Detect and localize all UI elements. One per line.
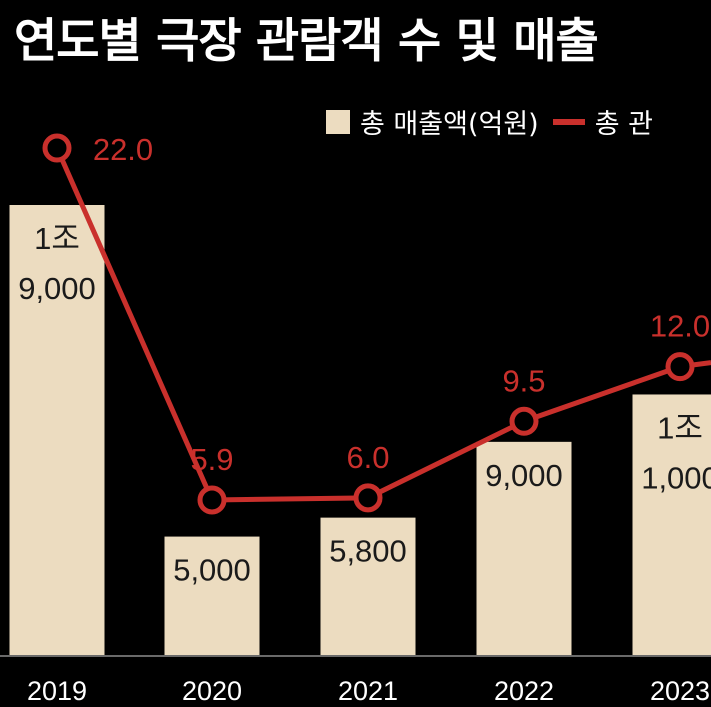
chart-title: 연도별 극장 관람객 수 및 매출 — [14, 14, 599, 69]
bar-label-2019-0: 1조 — [34, 221, 80, 256]
x-ticks: 2019 2020 2021 2022 2023 — [27, 676, 710, 706]
legend-line-swatch — [552, 118, 585, 125]
line-label-2022: 9.5 — [502, 363, 545, 398]
line-label-2023: 12.0 — [650, 309, 710, 344]
bar-2022 — [476, 441, 572, 655]
legend-bar-swatch — [326, 109, 350, 134]
legend: 총 매출액(억원) 총 관 — [326, 102, 653, 141]
bar-2021 — [320, 517, 416, 655]
legend-line-label: 총 관 — [594, 109, 653, 140]
line-point-core-2019 — [53, 144, 61, 152]
legend-bar-label: 총 매출액(억원) — [360, 109, 539, 140]
line-label-2020: 5.9 — [190, 442, 233, 477]
x-tick-2021: 2021 — [338, 676, 398, 706]
line-point-core-2023 — [676, 362, 684, 371]
x-tick-2022: 2022 — [494, 676, 554, 706]
line-point-core-2020 — [208, 496, 216, 504]
bar-2023 — [632, 394, 711, 655]
bars-layer: 1조 9,000 5,000 5,800 9,000 1조 1,000 — [9, 205, 711, 655]
line-label-2021: 6.0 — [346, 440, 389, 475]
x-tick-2019: 2019 — [27, 676, 87, 706]
line-layer: 22.0 5.9 6.0 9.5 12.0 — [42, 132, 711, 515]
bar-2019 — [9, 205, 105, 655]
bar-label-2019-1: 9,000 — [18, 271, 96, 306]
bar-label-2021-0: 5,800 — [329, 534, 407, 569]
bar-label-2022-0: 9,000 — [485, 458, 563, 493]
line-point-core-2022 — [520, 417, 528, 426]
bar-2020 — [164, 536, 260, 655]
bar-label-2020-0: 5,000 — [173, 553, 251, 588]
line-label-2019: 22.0 — [93, 132, 153, 167]
bar-label-2023-1: 1,000 — [641, 460, 711, 495]
line-point-core-2021 — [364, 493, 372, 502]
x-tick-2020: 2020 — [182, 676, 242, 706]
x-tick-2023: 2023 — [650, 676, 710, 706]
bar-label-2023-0: 1조 — [657, 410, 703, 445]
